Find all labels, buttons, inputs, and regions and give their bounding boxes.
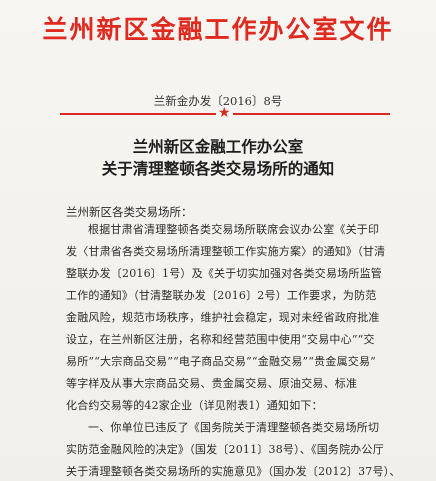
document-number: 兰新金办发〔2016〕8号 [153, 94, 283, 108]
document-header-title: 兰州新区金融工作办公室文件 [42, 15, 394, 44]
notice-title-line-1: 兰州新区金融工作办公室 [132, 137, 304, 156]
body-line: 一、你单位已违反了《国务院关于清理整顿各类交易场所切 [88, 421, 380, 434]
salutation: 兰州新区各类交易场所： [66, 205, 193, 219]
body-line: 等字样及从事大宗商品交易、贵金属交易、原油交易、标准 [66, 377, 358, 390]
body-line: 整联办发〔2016〕1号）及《关于切实加强对各类交易场所监管 [66, 267, 382, 280]
body-line: 易所”“大宗商品交易”“电子商品交易”“金融交易”“贵金属交易” [66, 355, 377, 368]
body-line: 实防范金融风险的决定》（国发〔2011〕38号）、《国务院办公厅 [66, 443, 384, 456]
star-icon: ★ [216, 105, 233, 121]
body-line: 金融风险，规范市场秩序，维护社会稳定，现对未经省政府批准 [66, 311, 380, 324]
body-line: 化合约交易等的42家企业（详见附表1）通知如下： [66, 399, 323, 412]
notice-title-line-2: 关于清理整顿各类交易场所的通知 [101, 159, 335, 178]
body-line: 关于清理整顿各类交易场所的实施意见》（国办发〔2012〕37号）、 [66, 465, 401, 478]
body-line: 工作的通知》（甘清整联办发〔2016〕2号）工作要求，为防范 [66, 289, 377, 302]
body-line: 设立，在兰州新区注册，名称和经营范围中使用“交易中心”“交 [66, 333, 375, 346]
body-line: 发〈甘肃省各类交易场所清理整顿工作实施方案〉的通知》（甘清 [66, 245, 386, 258]
body-line: 根据甘肃省清理整顿各类交易场所联席会议办公室《关于印 [88, 223, 380, 236]
